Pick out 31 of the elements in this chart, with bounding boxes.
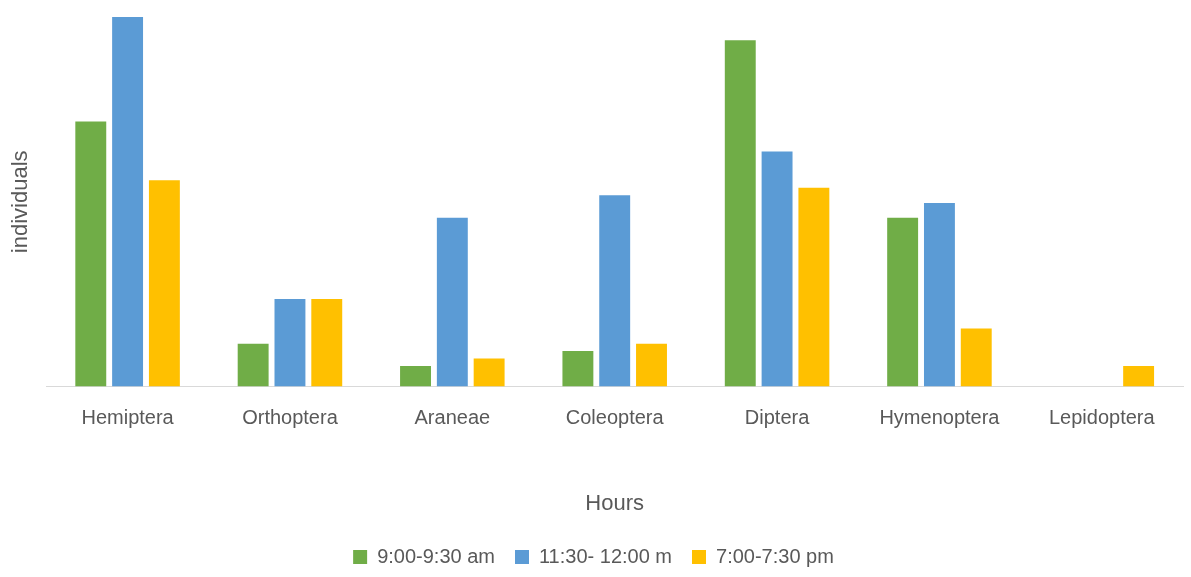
x-tick-label: Hymenoptera (879, 406, 1001, 429)
bar (311, 299, 343, 387)
bar (724, 40, 756, 387)
bar (599, 195, 631, 387)
bar (473, 358, 505, 387)
bar (887, 217, 919, 387)
bar (237, 343, 269, 387)
legend-label: 11:30- 12:00 m (538, 544, 673, 567)
bar (798, 187, 830, 387)
bar (636, 343, 667, 387)
bar (400, 365, 431, 387)
y-axis-title: individuals (7, 150, 33, 254)
x-tick-label: Araneae (414, 406, 491, 429)
x-tick-label: Lepidoptera (1048, 406, 1156, 429)
x-tick-label: Diptera (744, 406, 811, 429)
bar (923, 202, 955, 387)
bar (1123, 365, 1155, 387)
x-tick-label: Coleoptera (565, 406, 665, 429)
x-axis-title: Hours (585, 489, 645, 515)
bar (761, 151, 793, 387)
legend-label: 7:00-7:30 pm (716, 544, 834, 567)
bar (112, 17, 144, 387)
bar (562, 351, 594, 387)
legend-label: 9:00-9:30 am (377, 544, 495, 567)
bar (274, 299, 306, 387)
bar (436, 217, 468, 387)
bar (148, 180, 180, 387)
bar (75, 121, 107, 387)
bar (960, 328, 992, 387)
x-tick-label: Hemiptera (81, 406, 175, 429)
x-tick-label: Orthoptera (242, 406, 339, 429)
